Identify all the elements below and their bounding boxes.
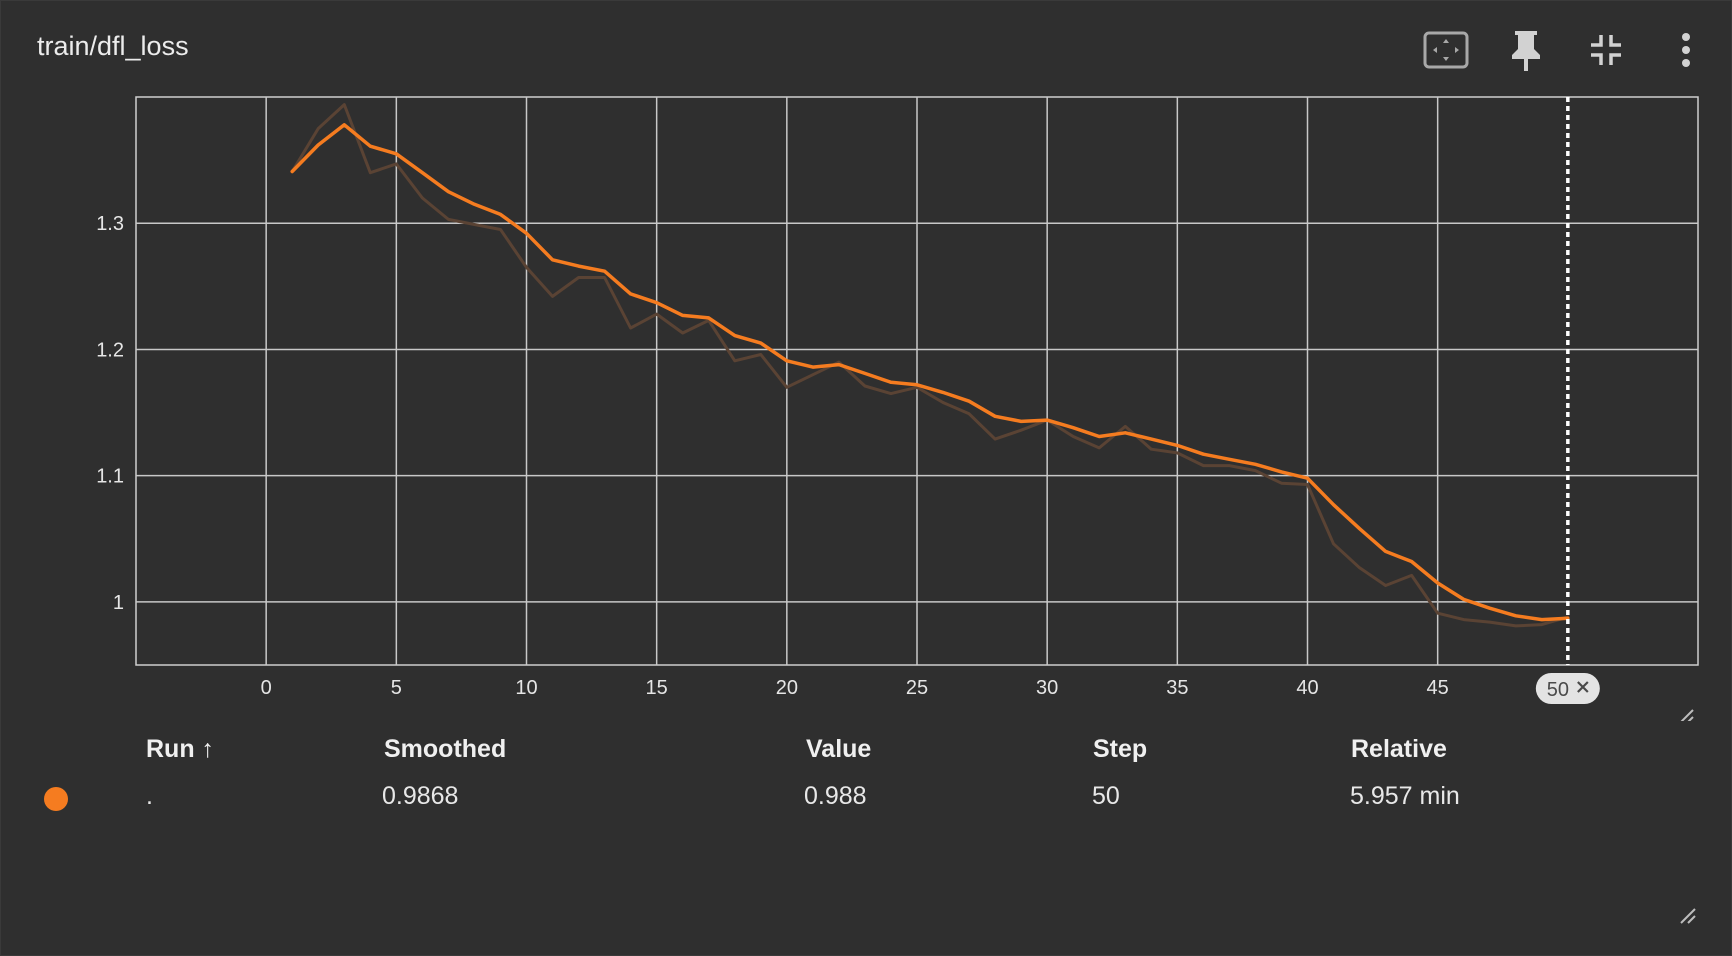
cursor-chip[interactable]: 50 [1535,673,1600,704]
x-tick-label: 25 [906,677,928,699]
header-run[interactable]: Run ↑ [146,735,215,763]
more-button[interactable] [1661,25,1711,75]
header-smoothed[interactable]: Smoothed [384,735,507,763]
x-tick-label: 10 [515,677,537,699]
header-step[interactable]: Step [1093,735,1148,763]
line-chart[interactable]: 0 5 10 15 20 25 30 35 40 45 1 1.1 1.2 1.3 50 [1,1,1732,721]
cell-run: . [146,782,153,810]
y-axis: 1 1.1 1.2 1.3 [96,213,124,614]
header-relative[interactable]: Relative [1351,735,1447,763]
more-vert-icon [1682,33,1690,67]
y-tick-label: 1.3 [96,213,124,235]
close-icon[interactable] [1577,681,1589,693]
x-tick-label: 20 [776,677,798,699]
step-cursor[interactable]: 50 [1535,97,1600,704]
grid [136,97,1698,665]
card-toolbar [1421,25,1711,75]
raw-series-line [290,103,1570,628]
x-tick-label: 30 [1036,677,1058,699]
x-tick-label: 5 [391,677,402,699]
card-resize-handle[interactable] [1679,907,1697,925]
cell-value: 0.988 [804,782,867,810]
cell-step: 50 [1092,782,1120,810]
series-lines [290,103,1570,628]
smoothed-series-line [290,123,1570,622]
collapse-button[interactable] [1581,25,1631,75]
fit-domain-icon [1423,31,1469,69]
cell-smoothed: 0.9868 [382,782,459,810]
x-axis: 0 5 10 15 20 25 30 35 40 45 [261,677,1449,699]
x-tick-label: 35 [1166,677,1188,699]
cursor-chip-bg [1535,673,1600,704]
y-tick-label: 1.2 [96,339,124,361]
x-tick-label: 40 [1296,677,1318,699]
pin-icon [1512,31,1540,71]
x-tick-label: 15 [646,677,668,699]
collapse-icon [1591,35,1621,65]
header-value[interactable]: Value [806,735,872,763]
pin-button[interactable] [1501,25,1551,75]
chart-resize-handle[interactable] [1679,709,1694,721]
x-tick-label: 45 [1427,677,1449,699]
y-tick-label: 1 [113,592,124,614]
card-title: train/dfl_loss [37,31,189,61]
cell-relative: 5.957 min [1350,782,1460,810]
y-tick-label: 1.1 [96,466,124,488]
x-tick-label: 0 [261,677,272,699]
cursor-chip-label: 50 [1547,679,1569,701]
run-color-dot [44,787,68,811]
fit-to-data-button[interactable] [1421,25,1471,75]
